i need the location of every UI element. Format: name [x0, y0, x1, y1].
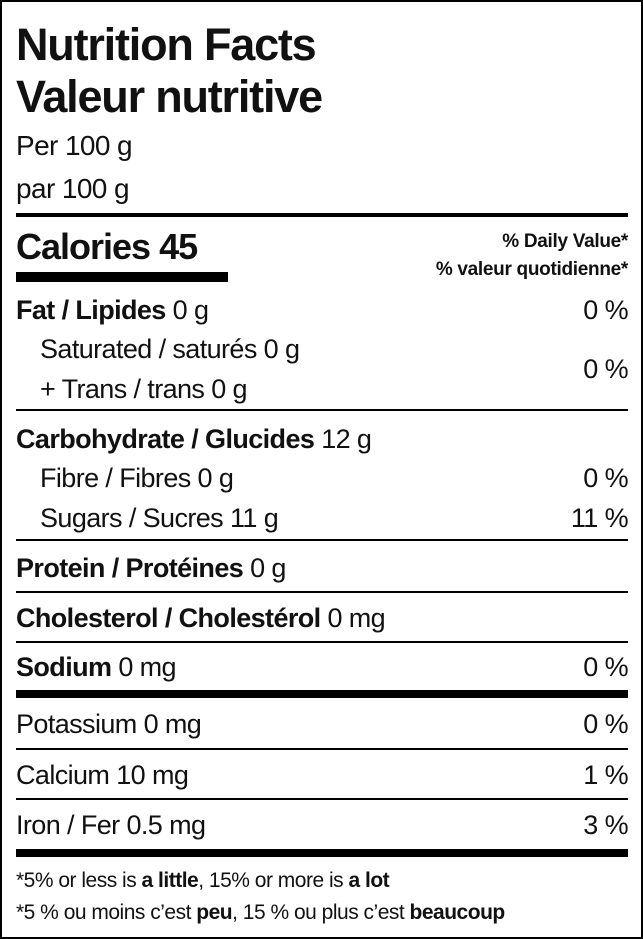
divider	[16, 409, 628, 411]
title-fr: Valeur nutritive	[16, 71, 323, 122]
potassium-row: Potassium 0 mg	[16, 708, 202, 740]
fat-amount: 0 g	[172, 295, 209, 325]
calcium-amount: 10 mg	[116, 760, 189, 790]
daily-value-en: % Daily Value*	[502, 231, 628, 252]
footnote-bold: beaucoup	[409, 901, 506, 924]
fibre-dv: 0 %	[583, 463, 628, 493]
iron-amount: 0.5 mg	[126, 810, 206, 840]
saturated-row: Saturated / saturés 0 g	[40, 333, 300, 365]
sodium-amount: 0 mg	[118, 652, 176, 682]
potassium-label: Potassium	[16, 709, 137, 739]
serving-fr: par 100 g	[16, 173, 130, 204]
trans-amount: 0 g	[211, 374, 247, 404]
sugars-dv: 11 %	[570, 503, 629, 533]
fat-dv: 0 %	[583, 295, 628, 325]
sugars-amount: 11 g	[230, 503, 279, 533]
iron-label: Iron / Fer	[16, 810, 120, 840]
title-en: Nutrition Facts	[16, 19, 317, 70]
thick-divider	[16, 690, 628, 698]
cholesterol-row: Cholesterol / Cholestérol 0 mg	[16, 602, 386, 634]
potassium-dv: 0 %	[583, 709, 628, 739]
footnote-text: *5 % ou moins c’est	[16, 901, 197, 924]
sodium-label: Sodium	[16, 652, 112, 682]
calories-bar	[16, 272, 228, 282]
calcium-row: Calcium 10 mg	[16, 759, 189, 791]
footnote-en: *5% or less is a little, 15% or more is …	[16, 867, 390, 895]
fat-label: Fat / Lipides	[16, 295, 166, 325]
sugars-row: Sugars / Sucres 11 g	[40, 502, 279, 534]
trans-row: + Trans / trans 0 g	[40, 373, 248, 405]
sodium-row: Sodium 0 mg	[16, 651, 177, 683]
thick-divider	[16, 849, 628, 857]
carbohydrate-label: Carbohydrate / Glucides	[16, 424, 315, 454]
calories-label: Calories	[16, 226, 151, 267]
trans-label: + Trans / trans	[40, 374, 205, 404]
fibre-row: Fibre / Fibres 0 g	[40, 462, 234, 494]
footnote-bold: a little	[141, 869, 199, 892]
divider	[16, 213, 628, 217]
divider	[16, 539, 628, 541]
divider	[16, 591, 628, 593]
footnote-text: , 15% or more is	[198, 869, 349, 892]
footnote-text: , 15 % ou plus c’est	[232, 901, 410, 924]
iron-dv: 3 %	[583, 810, 628, 840]
saturated-label: Saturated / saturés	[40, 334, 257, 364]
divider	[16, 748, 628, 750]
footnote-fr: *5 % ou moins c’est peu, 15 % ou plus c’…	[16, 899, 505, 927]
calcium-dv: 1 %	[583, 760, 628, 790]
calories: Calories 45	[16, 226, 198, 268]
calories-value: 45	[159, 226, 198, 267]
cholesterol-amount: 0 mg	[327, 603, 386, 633]
protein-label: Protein / Protéines	[16, 553, 244, 583]
sodium-dv: 0 %	[583, 652, 628, 682]
cholesterol-label: Cholesterol / Cholestérol	[16, 603, 321, 633]
divider	[16, 798, 628, 800]
sat-trans-dv: 0 %	[583, 354, 628, 384]
protein-amount: 0 g	[250, 553, 286, 583]
daily-value-fr: % valeur quotidienne*	[435, 259, 628, 280]
calcium-label: Calcium	[16, 760, 110, 790]
carbohydrate-amount: 12 g	[321, 424, 372, 454]
sugars-label: Sugars / Sucres	[40, 503, 224, 533]
saturated-amount: 0 g	[263, 334, 300, 364]
footnote-text: *5% or less is	[16, 869, 142, 892]
fibre-amount: 0 g	[197, 463, 234, 493]
divider	[16, 641, 628, 643]
fibre-label: Fibre / Fibres	[40, 463, 191, 493]
serving-en: Per 100 g	[16, 130, 133, 161]
iron-row: Iron / Fer 0.5 mg	[16, 809, 206, 841]
footnote-bold: a lot	[348, 869, 390, 892]
footnote-bold: peu	[196, 901, 233, 924]
protein-row: Protein / Protéines 0 g	[16, 552, 286, 584]
potassium-amount: 0 mg	[143, 709, 202, 739]
carbohydrate-row: Carbohydrate / Glucides 12 g	[16, 423, 372, 455]
fat-row: Fat / Lipides 0 g	[16, 294, 209, 326]
